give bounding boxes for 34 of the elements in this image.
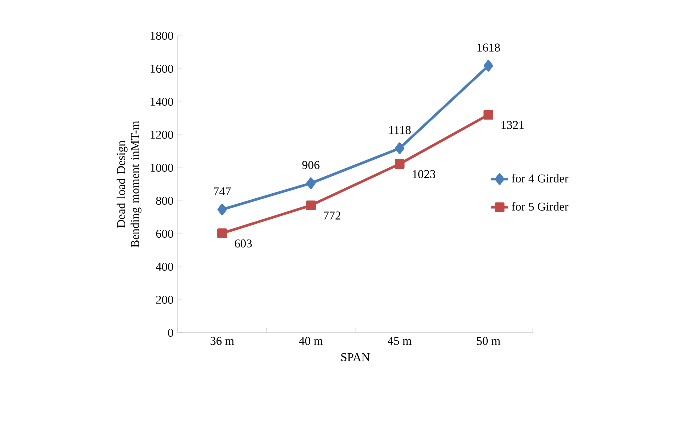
data-label: 1618 (478, 44, 500, 52)
y-tick-label: 1400 (150, 98, 174, 106)
point (394, 159, 405, 170)
y-tick-label: 600 (156, 230, 174, 238)
x-tick-label: 50 m (477, 337, 501, 346)
y-tick-label: 0 (168, 328, 174, 338)
y-tick-label: 400 (156, 262, 174, 272)
point (217, 228, 228, 238)
y-tick-label: 200 (156, 296, 174, 304)
y-tick-label: 800 (156, 196, 174, 206)
data-label: 772 (324, 212, 341, 220)
x-tick-label: 45 m (388, 337, 412, 346)
point (306, 200, 316, 210)
point (484, 60, 494, 72)
y-tick-label: 1600 (150, 64, 174, 74)
x-axis-title: SPAN (342, 353, 370, 362)
y-tick-label: 1000 (150, 164, 174, 172)
y-axis-title: Dead load Design Bending moment inMT-m (116, 121, 142, 248)
data-label: 603 (235, 240, 252, 248)
point (395, 142, 405, 154)
y-tick-label: 1200 (150, 130, 174, 140)
data-label: 1118 (389, 126, 411, 134)
x-tick-label: 36 m (210, 337, 234, 346)
legend-label: for 5 Girder (512, 202, 569, 211)
point (218, 204, 228, 216)
y-tick-label: 1800 (150, 32, 174, 40)
data-label: 1321 (502, 121, 524, 130)
legend-label: for 4 Girder (512, 174, 569, 183)
x-tick-label: 40 m (299, 337, 324, 346)
data-label: 906 (302, 161, 320, 170)
data-label: 747 (214, 188, 231, 196)
point (484, 110, 494, 120)
data-label: 1023 (413, 170, 436, 178)
point (306, 178, 316, 190)
